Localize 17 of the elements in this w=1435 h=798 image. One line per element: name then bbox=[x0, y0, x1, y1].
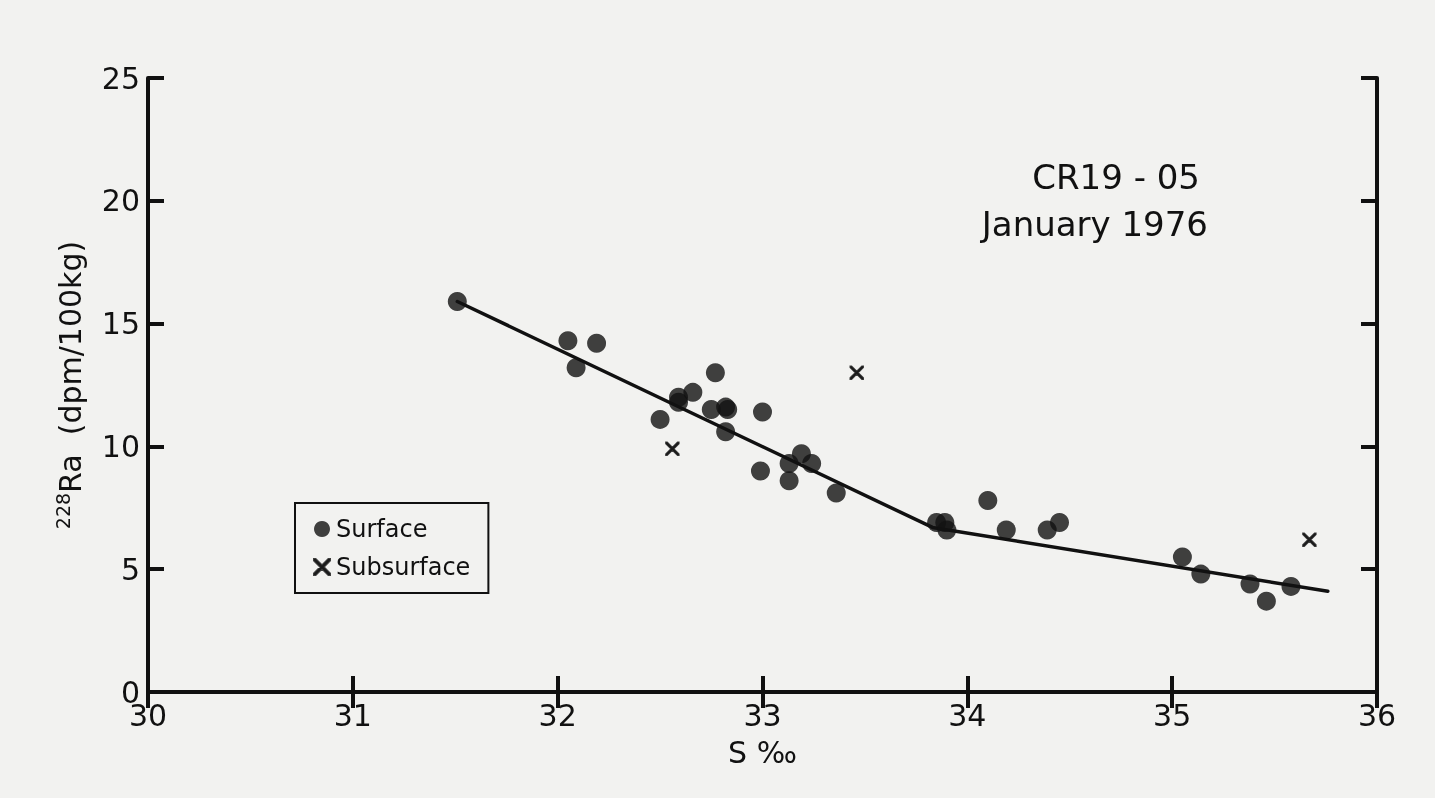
y-tick-label: 20 bbox=[101, 183, 140, 219]
x-tick-label: 36 bbox=[1357, 697, 1397, 733]
x-tick-label: 33 bbox=[743, 697, 782, 733]
x-tick-label: 34 bbox=[948, 697, 987, 733]
y-axis-title: 228Ra (dpm/100kg) bbox=[51, 240, 88, 530]
text: CR19 - 05 bbox=[1032, 157, 1201, 197]
y-tick-label: 10 bbox=[101, 428, 140, 464]
x-tick-label: 35 bbox=[1153, 697, 1192, 733]
text: January 1976 bbox=[979, 204, 1208, 244]
y-tick-label: 25 bbox=[101, 60, 140, 96]
legend-label: Subsurface bbox=[336, 553, 471, 581]
legend-label: Surface bbox=[336, 515, 428, 543]
x-axis-title: S ‰ bbox=[728, 734, 797, 770]
y-tick-label: 15 bbox=[101, 306, 140, 342]
y-tick-label: 5 bbox=[120, 551, 140, 587]
x-tick-label: 32 bbox=[538, 697, 577, 733]
x-tick-label: 31 bbox=[333, 697, 372, 733]
